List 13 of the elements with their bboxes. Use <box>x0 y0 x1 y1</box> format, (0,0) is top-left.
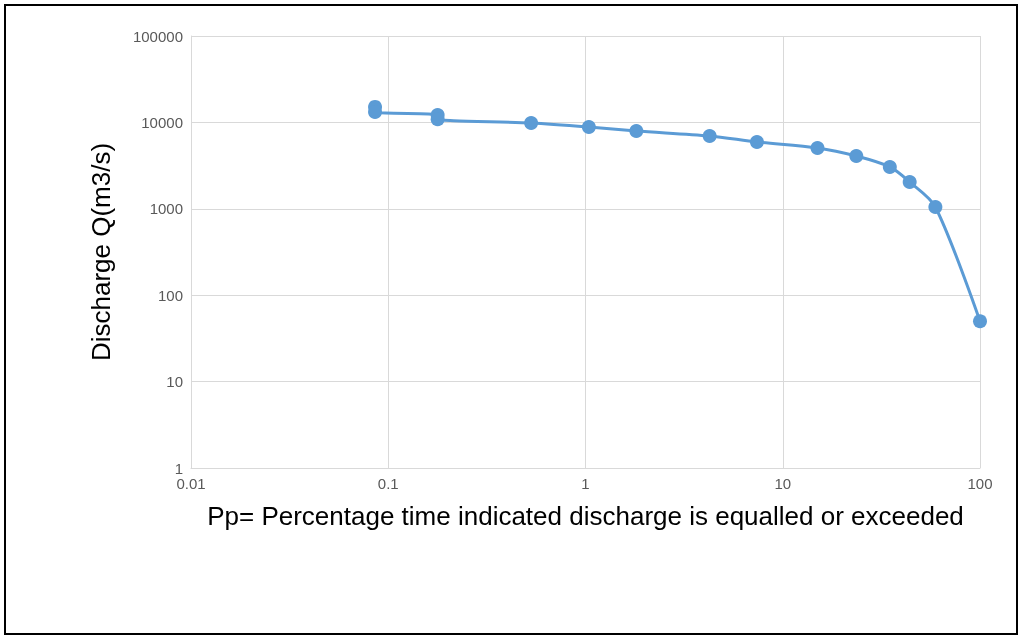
x-tick-label: 0.1 <box>377 475 399 492</box>
y-tick-label: 10 <box>166 373 183 391</box>
y-tick-label: 1 <box>174 459 183 477</box>
x-tick-label: 0.01 <box>176 475 206 492</box>
y-tick-label: 10000 <box>141 113 183 131</box>
x-tick-label: 100 <box>967 475 993 492</box>
x-tick-label: 10 <box>774 475 792 492</box>
y-tick-label: 100000 <box>132 27 183 45</box>
x-tick-label: 1 <box>581 475 590 492</box>
y-tick-label: 1000 <box>149 200 183 218</box>
x-axis-title: Pp= Percentage time indicated discharge is equalled or exceeded <box>207 501 964 531</box>
y-tick-label: 100 <box>157 286 183 304</box>
y-axis-title: Discharge Q(m3/s) <box>86 142 116 362</box>
